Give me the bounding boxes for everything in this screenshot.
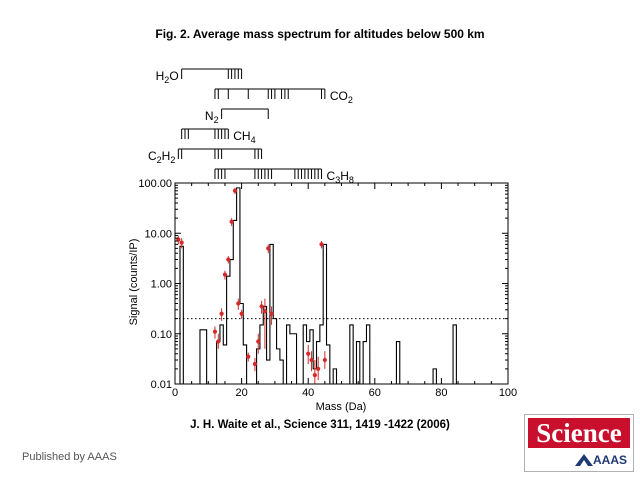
data-point <box>316 366 321 371</box>
data-point <box>312 373 317 378</box>
step-trace-layer <box>176 187 464 385</box>
step-trace <box>176 187 464 385</box>
y-tick-label: 0.10 <box>151 329 172 341</box>
data-point <box>266 246 271 251</box>
chart-title: Fig. 2. Average mass spectrum for altitu… <box>155 27 485 41</box>
y-tick-label: 1.00 <box>151 279 172 291</box>
aaas-label: AAAS <box>592 452 627 467</box>
y-tick-label: 0.01 <box>151 379 172 391</box>
data-point <box>252 361 258 367</box>
data-point <box>322 357 327 363</box>
species-fragment-bars: H2O CO2 N2 CH4 C2H2 C3H8 <box>148 68 354 185</box>
science-logo: Science AAAS <box>524 414 634 472</box>
plot-frame <box>174 182 509 385</box>
data-point <box>246 354 251 359</box>
species-row-h2o: H2O <box>156 68 243 85</box>
species-label: H2O <box>156 69 179 85</box>
data-point <box>216 339 221 344</box>
y-tick-label: 10.00 <box>144 228 172 240</box>
data-point <box>256 339 261 344</box>
species-row-c3h8: C3H8 <box>214 168 354 185</box>
data-point <box>212 329 218 334</box>
x-tick-label: 0 <box>172 387 178 399</box>
data-point <box>226 257 231 262</box>
species-row-co2: CO2 <box>214 88 353 105</box>
species-label: CO2 <box>330 89 353 105</box>
x-tick-label: 20 <box>235 387 247 399</box>
y-tick-label: 100.00 <box>138 178 172 190</box>
data-point <box>259 304 264 309</box>
data-point <box>239 311 244 316</box>
species-label: C3H8 <box>327 169 354 185</box>
x-axis-label: Mass (Da) <box>316 401 367 413</box>
species-row-c2h2: C2H2 <box>148 148 263 165</box>
data-point <box>222 272 228 277</box>
measurement-points-layer <box>176 187 327 384</box>
data-point <box>179 240 184 245</box>
publisher-credit: Published by AAAS <box>22 451 117 463</box>
data-point <box>229 219 234 224</box>
axes: 0 20 40 60 80 100 100.00 10.00 1.00 0.10 0.01 <box>138 178 517 399</box>
data-point <box>306 351 311 356</box>
species-label: C2H2 <box>148 149 175 165</box>
x-tick-label: 40 <box>302 387 314 399</box>
data-point <box>269 311 274 316</box>
aaas-brand: AAAS <box>525 451 633 469</box>
y-axis-label: Signal (counts/IP) <box>128 239 140 326</box>
science-wordmark: Science <box>528 418 630 448</box>
species-label: CH4 <box>233 129 255 145</box>
citation: J. H. Waite et al., Science 311, 1419 -1… <box>190 419 450 431</box>
x-tick-label: 100 <box>499 387 517 399</box>
species-row-ch4: CH4 <box>181 128 256 145</box>
data-point <box>232 188 238 193</box>
data-point <box>262 309 268 314</box>
species-label: N2 <box>205 109 219 125</box>
x-tick-label: 80 <box>435 387 447 399</box>
data-point <box>309 357 314 363</box>
aaas-triangle-icon <box>574 453 593 466</box>
x-tick-label: 60 <box>369 387 381 399</box>
data-point <box>236 301 241 306</box>
data-point <box>219 311 224 316</box>
species-row-n2: N2 <box>205 108 269 125</box>
data-point <box>319 242 324 247</box>
